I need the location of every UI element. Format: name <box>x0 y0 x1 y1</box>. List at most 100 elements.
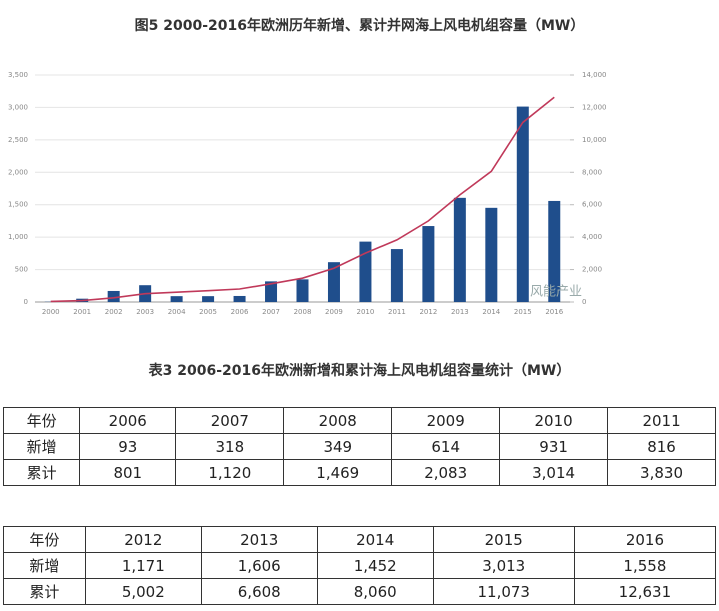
table-cell: 12,631 <box>573 578 717 605</box>
x-tick-label: 2007 <box>262 308 280 316</box>
bar <box>202 296 215 302</box>
y2-tick-label: 4,000 <box>582 233 602 241</box>
table-cell: 1,171 <box>84 552 202 579</box>
y-tick-label: 1,500 <box>8 201 28 209</box>
y2-tick-label: 0 <box>582 298 586 306</box>
table-cell: 318 <box>175 433 285 460</box>
bar <box>170 296 183 302</box>
table-title: 表3 2006-2016年欧洲新增和累计海上风电机组容量统计（MW） <box>148 363 571 379</box>
table-cell: 6,608 <box>200 578 318 605</box>
table-cell: 新增 <box>2 433 81 460</box>
table-cell: 年份 <box>3 526 86 553</box>
table-cell: 2015 <box>432 526 575 553</box>
bar <box>390 249 403 302</box>
table-cell: 3,014 <box>499 459 609 486</box>
y-tick-label: 500 <box>15 266 28 274</box>
y-tick-label: 1,000 <box>8 233 28 241</box>
table-cell: 2011 <box>607 407 716 434</box>
x-tick-label: 2003 <box>136 308 154 316</box>
x-tick-label: 2012 <box>419 308 437 316</box>
table-cell: 1,120 <box>175 459 285 486</box>
x-tick-label: 2009 <box>325 308 343 316</box>
table-cell: 1,469 <box>283 459 393 486</box>
table: 年份 2006 2007 2008 2009 2010 2011 新增 93 318 349 614 9… <box>2 407 716 486</box>
table-cell: 2014 <box>316 526 434 553</box>
table-cell: 1,606 <box>200 552 318 579</box>
table-cell: 1,452 <box>316 552 434 579</box>
x-tick-label: 2011 <box>388 308 406 316</box>
bar <box>327 262 340 302</box>
y2-tick-label: 2,000 <box>582 266 602 274</box>
table-cell: 614 <box>391 433 501 460</box>
x-tick-label: 2016 <box>545 308 563 316</box>
table-cell: 5,002 <box>84 578 202 605</box>
bar <box>485 207 498 302</box>
y-tick-label: 2,000 <box>8 168 28 176</box>
y-tick-label: 3,500 <box>8 71 28 79</box>
table-cell: 93 <box>79 433 177 460</box>
table-cell: 8,060 <box>316 578 434 605</box>
y2-tick-label: 8,000 <box>582 168 602 176</box>
bar <box>265 281 278 302</box>
x-tick-label: 2008 <box>294 308 312 316</box>
chart: 0 500 1,000 1,500 2,000 2,500 3,000 3,500 0 2,000… <box>8 71 607 316</box>
table-cell: 2007 <box>175 407 285 434</box>
table-cell: 1,558 <box>573 552 717 579</box>
watermark: 风能产业 <box>530 285 582 300</box>
x-tick-label: 2000 <box>42 308 60 316</box>
y-tick-label: 2,500 <box>8 136 28 144</box>
table-cell: 2010 <box>499 407 609 434</box>
bar <box>516 106 529 303</box>
bar <box>233 295 246 302</box>
table-cell: 2,083 <box>391 459 501 486</box>
x-tick-label: 2002 <box>105 308 123 316</box>
table-cell: 349 <box>283 433 393 460</box>
y2-tick-label: 10,000 <box>582 136 607 144</box>
x-tick-label: 2015 <box>514 308 532 316</box>
x-tick-label: 2005 <box>199 308 217 316</box>
bar <box>107 290 120 302</box>
bar <box>422 226 435 302</box>
table-cell: 816 <box>607 433 716 460</box>
x-tick-label: 2014 <box>482 308 500 316</box>
table-cell: 2009 <box>391 407 501 434</box>
table-cell: 2016 <box>573 526 717 553</box>
bar <box>548 200 561 302</box>
table-cell: 2012 <box>84 526 202 553</box>
table-row: 新增 93 318 349 614 931 816 <box>2 433 716 460</box>
x-tick-label: 2010 <box>357 308 375 316</box>
table-cell: 2006 <box>79 407 177 434</box>
table-cell: 11,073 <box>432 578 575 605</box>
x-tick-label: 2013 <box>451 308 469 316</box>
table-row: 累计 5,002 6,608 8,060 11,073 12,631 <box>3 578 717 605</box>
table-cell: 2008 <box>283 407 393 434</box>
table-row: 年份 2006 2007 2008 2009 2010 2011 <box>2 407 716 434</box>
table-cell: 931 <box>499 433 609 460</box>
table-cell: 累计 <box>3 578 86 605</box>
table-cell: 2013 <box>200 526 318 553</box>
y-tick-label: 3,000 <box>8 103 28 111</box>
table-cell: 年份 <box>2 407 81 434</box>
line <box>50 96 555 303</box>
table-row: 累计 801 1,120 1,469 2,083 3,014 3,830 <box>2 459 716 486</box>
table-cell: 801 <box>79 459 177 486</box>
table-cell: 3,830 <box>607 459 716 486</box>
y2-tick-label: 14,000 <box>582 71 607 79</box>
y2-tick-label: 12,000 <box>582 103 607 111</box>
x-tick-label: 2004 <box>168 308 186 316</box>
chart-title: 图5 2000-2016年欧洲历年新增、累计并网海上风电机组容量（MW） <box>134 18 585 34</box>
table-cell: 新增 <box>3 552 86 579</box>
table-row: 新增 1,171 1,606 1,452 3,013 1,558 <box>3 552 717 579</box>
x-tick-label: 2001 <box>73 308 91 316</box>
x-tick-label: 2006 <box>231 308 249 316</box>
y2-tick-label: 6,000 <box>582 201 602 209</box>
table-row: 年份 2012 2013 2014 2015 2016 <box>3 526 717 553</box>
bar <box>453 197 466 302</box>
bar <box>359 241 372 302</box>
bar <box>296 279 309 302</box>
table: 年份 2012 2013 2014 2015 2016 新增 1,171 1,606 1,452 3… <box>3 526 717 605</box>
y-tick-label: 0 <box>24 298 28 306</box>
table-cell: 累计 <box>2 459 81 486</box>
table-cell: 3,013 <box>432 552 575 579</box>
